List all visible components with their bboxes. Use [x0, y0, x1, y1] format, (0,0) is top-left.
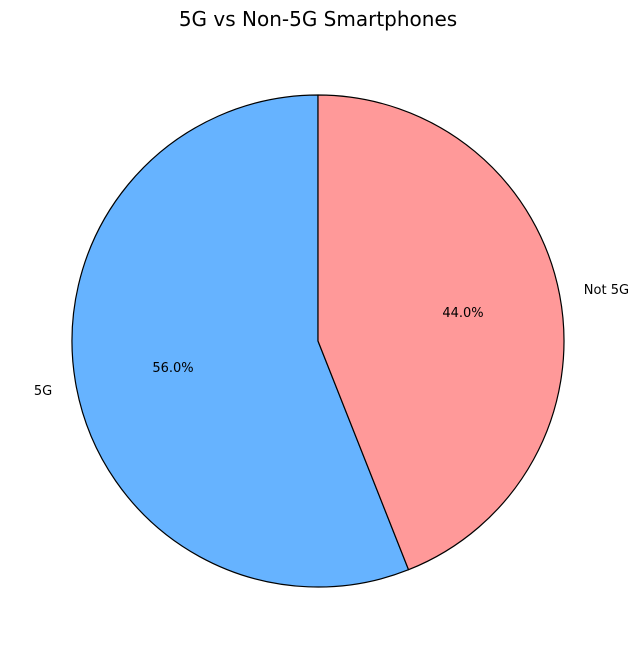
pie-labels: 56.0% 5G 44.0% Not 5G: [34, 283, 629, 399]
pie-slices: [71, 94, 565, 588]
category-label: 5G: [34, 384, 52, 399]
pie-slice-5g: [71, 94, 410, 588]
chart-title: 5G vs Non-5G Smartphones: [179, 7, 457, 31]
percent-label: 44.0%: [442, 306, 483, 321]
pie-slice-not-5g: [317, 94, 565, 571]
percent-label: 56.0%: [152, 361, 193, 376]
category-label: Not 5G: [584, 283, 629, 298]
